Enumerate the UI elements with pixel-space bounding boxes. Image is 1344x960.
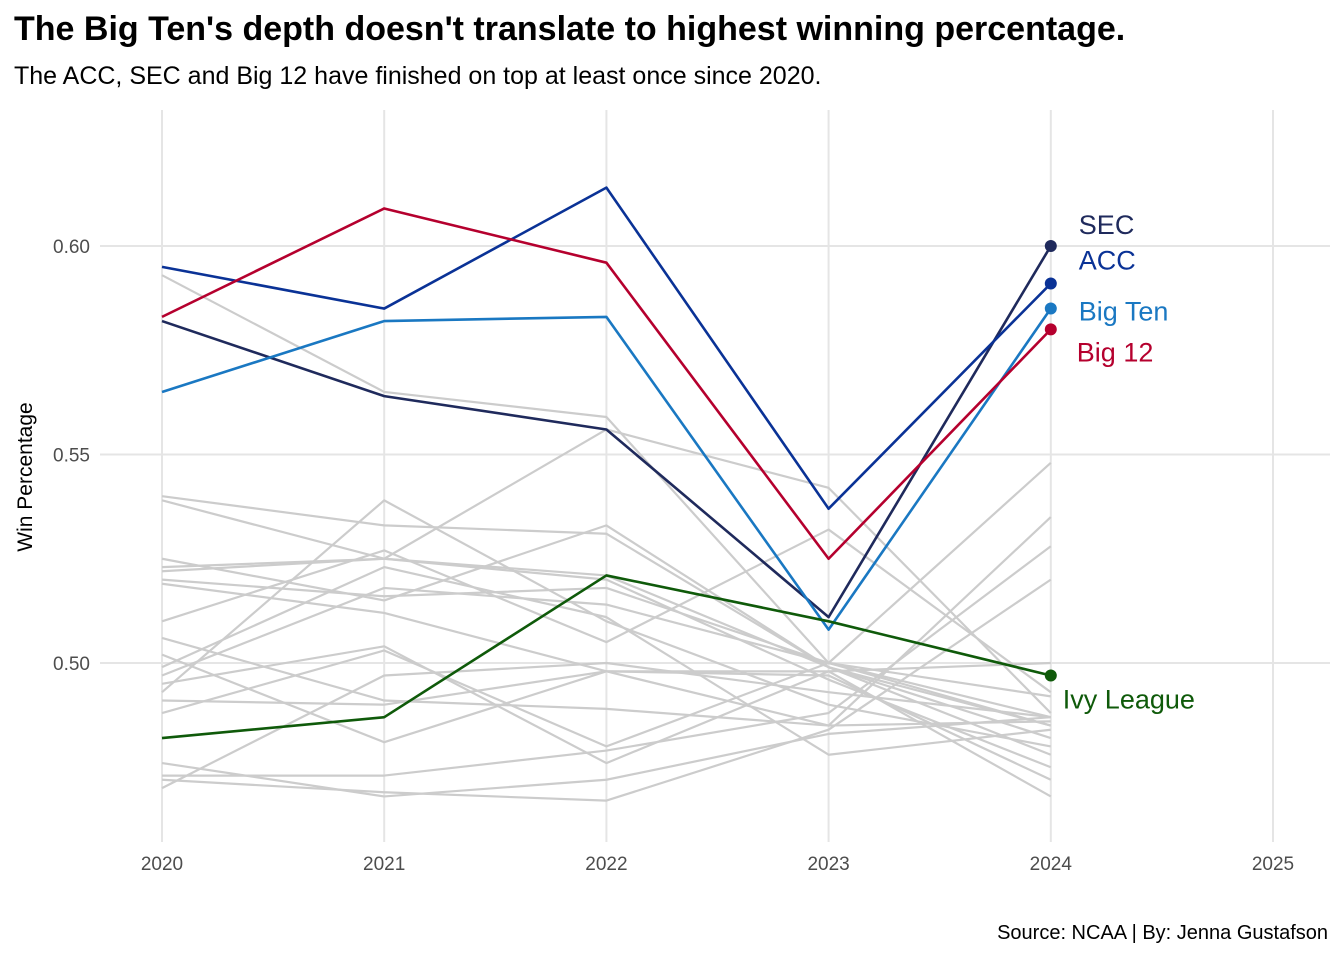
series-label-acc: ACC — [1079, 246, 1136, 276]
x-tick-label-2020: 2020 — [141, 854, 183, 875]
x-tick-label-2021: 2021 — [363, 854, 405, 875]
background-series-line-4 — [161, 524, 1052, 756]
background-series-line-19 — [161, 565, 1051, 756]
series-end-marker-sec — [1044, 240, 1057, 252]
y-tick-label-0.55: 0.55 — [53, 446, 90, 467]
background-series-line-14 — [161, 578, 1052, 802]
source-caption: Source: NCAA | By: Jenna Gustafson — [997, 922, 1328, 944]
x-tick-label-2022: 2022 — [585, 854, 627, 875]
series-labels-group: SEC ACC Big Ten Big 12 Ivy League — [1063, 210, 1195, 715]
background-series-line-7 — [161, 578, 1052, 719]
y-axis-label: Win Percentage — [14, 402, 37, 551]
background-series-line-18 — [161, 716, 1051, 798]
series-label-big-ten: Big Ten — [1079, 297, 1169, 327]
x-tick-label-2024: 2024 — [1030, 854, 1073, 875]
chart-title: The Big Ten's depth doesn't translate to… — [14, 10, 1126, 48]
series-end-marker-big-12 — [1044, 323, 1057, 336]
background-series-line-16 — [161, 661, 1051, 790]
series-end-marker-ivy-league — [1044, 669, 1057, 682]
end-markers-group — [1044, 240, 1057, 682]
series-line-big-12 — [161, 207, 1052, 561]
series-line-big-ten — [161, 307, 1052, 631]
series-line-ivy-league — [161, 574, 1052, 740]
y-tick-label-0.60: 0.60 — [53, 237, 90, 258]
series-end-marker-big-ten — [1044, 302, 1057, 315]
chart-subtitle: The ACC, SEC and Big 12 have finished on… — [14, 62, 822, 90]
y-axis-ticks: 0.50 0.55 0.60 — [53, 237, 90, 675]
background-series-line-2 — [161, 495, 1052, 727]
series-line-acc — [161, 186, 1052, 511]
background-series-line-12 — [161, 516, 1052, 727]
background-series-line-11 — [161, 462, 1052, 677]
series-label-big-12: Big 12 — [1077, 337, 1154, 367]
x-axis-ticks: 2020 2021 2022 2023 2024 2025 — [141, 854, 1294, 875]
series-label-ivy-league: Ivy League — [1063, 685, 1195, 715]
background-series-line-9 — [161, 636, 1051, 727]
series-end-marker-acc — [1044, 277, 1057, 290]
x-tick-label-2025: 2025 — [1252, 854, 1294, 875]
background-series-line-20 — [161, 649, 1051, 748]
background-series-line-21 — [161, 528, 1052, 694]
background-series-line-13 — [162, 545, 1052, 777]
y-tick-label-0.50: 0.50 — [53, 654, 90, 675]
highlighted-series-group — [161, 186, 1052, 740]
x-tick-label-2023: 2023 — [807, 854, 849, 875]
series-line-sec — [161, 245, 1052, 619]
series-label-sec: SEC — [1079, 210, 1135, 240]
background-series-line-15 — [161, 499, 1052, 748]
background-series-line-17 — [161, 645, 1052, 798]
background-series-line-1 — [161, 274, 1052, 727]
